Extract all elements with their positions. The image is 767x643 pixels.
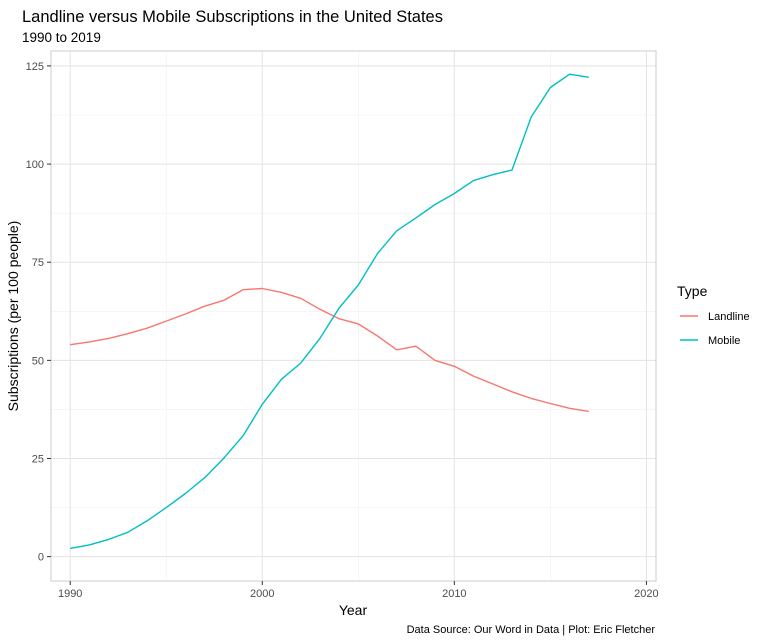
chart-caption: Data Source: Our Word in Data | Plot: Er…	[407, 624, 656, 636]
x-axis-title: Year	[339, 602, 368, 618]
y-tick-label: 125	[26, 61, 44, 73]
y-tick-label: 100	[26, 159, 44, 171]
x-tick-label: 2000	[250, 588, 274, 600]
legend: Type Landline Mobile	[677, 283, 750, 347]
y-tick-label: 0	[38, 552, 44, 564]
chart-title: Landline versus Mobile Subscriptions in …	[22, 8, 443, 26]
x-tick-label: 1990	[58, 588, 82, 600]
y-tick-label: 50	[32, 355, 44, 367]
x-tick-label: 2020	[634, 588, 658, 600]
y-tick-label: 25	[32, 454, 44, 466]
y-axis-title: Subscriptions (per 100 people)	[5, 221, 21, 412]
series-line-mobile	[70, 73, 589, 550]
legend-label-mobile: Mobile	[708, 335, 740, 347]
x-tick-label: 2010	[442, 588, 466, 600]
y-axis-ticks: 0 25 50 75 100 125	[26, 61, 51, 564]
chart-subtitle: 1990 to 2019	[22, 30, 101, 45]
panel-border	[50, 50, 657, 582]
legend-items: Landline Mobile	[680, 311, 750, 347]
series-lines	[70, 73, 589, 550]
legend-title: Type	[677, 283, 708, 299]
grid	[51, 51, 656, 581]
x-axis-ticks: 1990 2000 2010 2020	[58, 581, 659, 600]
legend-label-landline: Landline	[708, 311, 750, 323]
series-line-landline	[70, 287, 589, 413]
y-tick-label: 75	[32, 257, 44, 269]
